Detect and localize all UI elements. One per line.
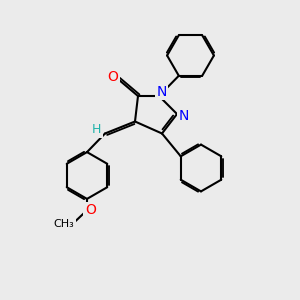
Text: CH₃: CH₃ bbox=[53, 219, 74, 230]
Text: O: O bbox=[85, 203, 96, 217]
Text: O: O bbox=[108, 70, 118, 83]
Text: N: N bbox=[156, 85, 167, 98]
Text: N: N bbox=[178, 109, 189, 122]
Text: H: H bbox=[92, 123, 101, 136]
